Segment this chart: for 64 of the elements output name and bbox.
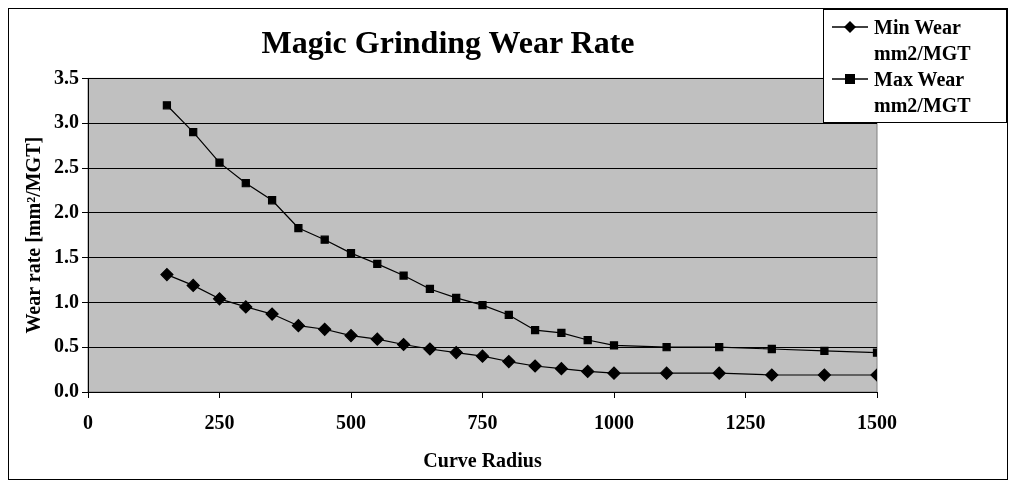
x-tick-label: 1250 [725, 411, 766, 434]
y-tick-label: 2.0 [54, 199, 79, 222]
point [162, 101, 172, 110]
point [583, 335, 592, 345]
point [557, 328, 566, 337]
point [318, 322, 332, 336]
point [186, 278, 200, 292]
y-tick-label: 2.5 [54, 155, 79, 178]
point [189, 128, 198, 137]
point [397, 337, 411, 352]
point [344, 328, 358, 343]
y-tick-label: 0.0 [54, 379, 79, 402]
point [265, 307, 279, 321]
point [370, 332, 384, 346]
point [609, 341, 619, 350]
point [239, 300, 253, 314]
point [449, 345, 463, 360]
point [241, 179, 250, 188]
point [712, 366, 726, 380]
point [767, 344, 776, 354]
point [581, 364, 595, 378]
point [452, 293, 461, 303]
x-tick-label: 1500 [857, 411, 897, 434]
point [215, 158, 224, 167]
y-tick-label: 1.5 [54, 244, 79, 267]
point [715, 343, 724, 352]
x-tick-label: 250 [204, 411, 235, 434]
point [212, 292, 227, 306]
chart-title: Magic Grinding Wear Rate [261, 24, 635, 61]
point [320, 235, 329, 244]
point [817, 368, 831, 382]
point [291, 319, 305, 333]
y-axis-title: Wear rate [mm²/MGT] [22, 136, 45, 334]
point [607, 366, 621, 380]
point [294, 223, 303, 233]
point [475, 349, 490, 363]
x-axis-title: Curve Radius [423, 449, 542, 472]
point [267, 196, 277, 205]
point [502, 354, 516, 369]
point [425, 284, 435, 294]
point [765, 368, 779, 382]
point [373, 259, 382, 269]
x-tick-label: 500 [336, 411, 366, 434]
legend-label: Min Wear mm2/MGT [874, 15, 972, 66]
y-tick-label: 0.5 [54, 334, 79, 357]
point [530, 326, 540, 335]
point [662, 343, 671, 352]
point [504, 310, 513, 320]
point [820, 346, 829, 355]
point [554, 362, 568, 376]
x-tick-label: 0 [83, 411, 93, 434]
point [660, 366, 674, 380]
point [160, 268, 174, 282]
point [423, 342, 437, 356]
point [346, 248, 356, 258]
point [399, 271, 408, 280]
legend-label: Max Wear mm2/MGT [874, 67, 972, 118]
point [528, 359, 542, 373]
point [478, 300, 487, 310]
y-tick-label: 1.0 [54, 289, 79, 312]
y-tick-label: 3.0 [54, 110, 79, 133]
y-tick-label: 3.5 [54, 65, 79, 88]
x-tick-label: 1000 [594, 411, 634, 434]
x-tick-label: 750 [467, 411, 498, 434]
